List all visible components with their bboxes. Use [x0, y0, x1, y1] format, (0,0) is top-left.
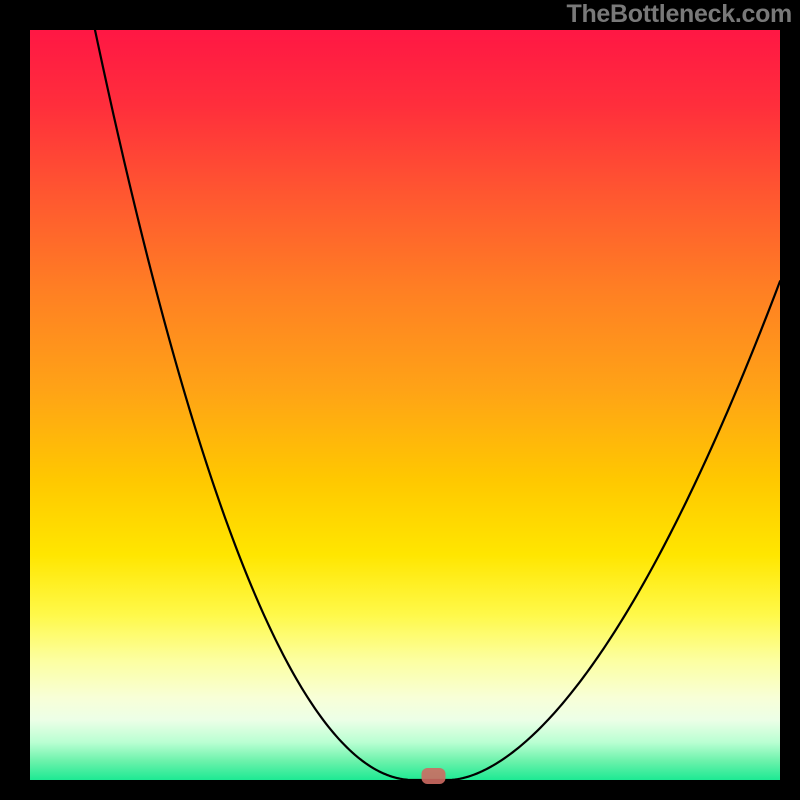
- optimum-marker: [422, 768, 446, 784]
- gradient-background: [30, 30, 780, 780]
- chart-svg: [0, 0, 800, 800]
- watermark-text: TheBottleneck.com: [566, 0, 792, 29]
- chart-container: TheBottleneck.com: [0, 0, 800, 800]
